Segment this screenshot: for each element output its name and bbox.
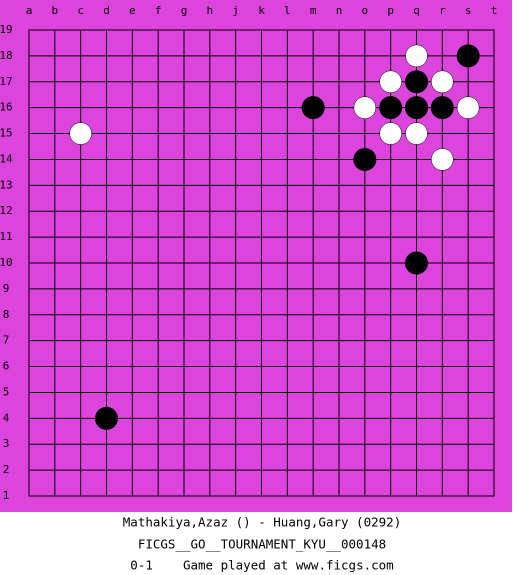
row-label: 19 <box>0 23 13 36</box>
row-label: 12 <box>0 204 13 217</box>
column-label: o <box>362 4 369 17</box>
stone <box>430 96 454 120</box>
column-label: c <box>77 4 84 17</box>
row-label: 6 <box>3 360 10 373</box>
column-label: s <box>465 4 472 17</box>
row-label: 18 <box>0 49 13 62</box>
column-label: p <box>387 4 394 17</box>
stone <box>405 251 428 275</box>
result: 0-1 Game played at www.ficgs.com <box>130 558 393 573</box>
row-label: 2 <box>3 463 10 476</box>
stone <box>379 122 402 145</box>
column-label: e <box>129 4 136 17</box>
row-label: 17 <box>0 75 13 88</box>
column-label: t <box>491 4 498 17</box>
stone <box>301 96 325 120</box>
row-label: 15 <box>0 127 13 140</box>
column-label: d <box>103 4 110 17</box>
stone <box>431 148 454 171</box>
row-label: 5 <box>3 385 10 398</box>
players: Mathakiya,Azaz () - Huang,Gary (0292) <box>123 515 401 530</box>
row-label: 1 <box>3 489 10 502</box>
row-label: 8 <box>3 308 10 321</box>
column-label: l <box>284 4 291 17</box>
stone <box>379 70 402 94</box>
column-label: m <box>310 4 317 17</box>
row-label: 13 <box>0 178 13 191</box>
stone <box>405 122 428 145</box>
row-label: 7 <box>3 334 10 347</box>
stone <box>95 406 118 430</box>
column-label: n <box>336 4 343 17</box>
row-label: 11 <box>0 230 13 243</box>
stone <box>405 70 428 94</box>
column-label: b <box>52 4 59 17</box>
column-label: j <box>232 4 239 17</box>
column-label: r <box>439 4 446 17</box>
row-label: 9 <box>3 282 10 295</box>
column-label: a <box>26 4 33 17</box>
column-label: f <box>155 4 162 17</box>
stone <box>353 96 377 119</box>
row-label: 4 <box>3 411 10 424</box>
row-label: 14 <box>0 152 13 165</box>
stone <box>353 147 377 171</box>
stone <box>456 44 480 68</box>
row-label: 16 <box>0 101 13 114</box>
column-label: h <box>207 4 214 17</box>
stone <box>69 122 92 145</box>
stone <box>405 96 428 120</box>
stone <box>456 96 480 119</box>
event: FICGS__GO__TOURNAMENT_KYU__000148 <box>138 537 386 552</box>
row-label: 3 <box>3 437 10 450</box>
stone <box>379 96 403 120</box>
column-label: q <box>413 4 420 17</box>
stone <box>431 70 454 94</box>
stone <box>405 44 428 68</box>
column-label: g <box>181 4 188 17</box>
column-label: k <box>258 4 265 17</box>
row-label: 10 <box>0 256 13 269</box>
